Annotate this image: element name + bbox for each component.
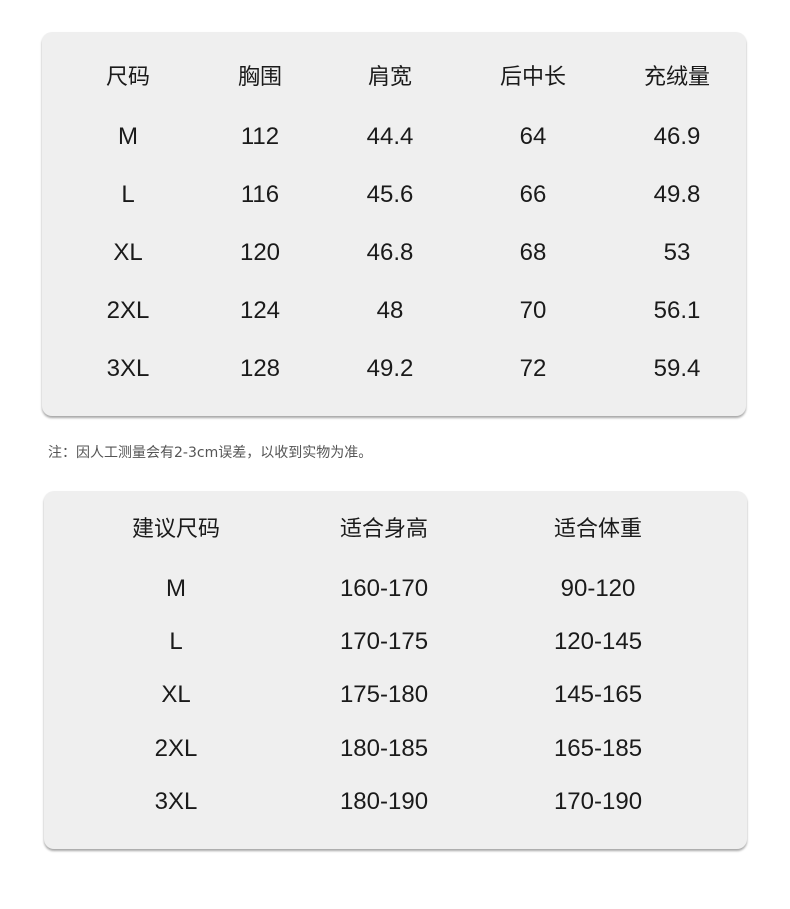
table-cell: 2XL <box>154 735 198 762</box>
column-header: 后中长 <box>499 64 567 89</box>
table-cell: M <box>166 575 186 602</box>
table-cell: 59.4 <box>653 355 701 382</box>
table-cell: 165-185 <box>553 735 643 762</box>
table-cell: 49.2 <box>366 355 414 382</box>
table-cell: 180-185 <box>339 735 429 762</box>
table-cell: 46.9 <box>653 123 701 150</box>
table-cell: 120-145 <box>553 628 643 655</box>
table-cell: 3XL <box>154 788 198 815</box>
table-cell: 46.8 <box>366 239 414 266</box>
table-cell: 170-190 <box>553 788 643 815</box>
table-cell: 56.1 <box>653 297 701 324</box>
table-cell: 68 <box>519 239 547 266</box>
table-cell: 112 <box>240 123 280 150</box>
table-cell: 175-180 <box>339 681 429 708</box>
column-header: 充绒量 <box>643 64 711 89</box>
table-cell: 170-175 <box>339 628 429 655</box>
table-cell: L <box>121 181 135 208</box>
size-table: 尺码 胸围 肩宽 后中长 充绒量 M 112 44.4 64 46.9 L 116 45.6 66 49.8… <box>42 32 746 416</box>
table-cell: 3XL <box>106 355 150 382</box>
table-cell: 180-190 <box>339 788 429 815</box>
table-cell: 49.8 <box>653 181 701 208</box>
column-header: 建议尺码 <box>131 516 221 541</box>
table-cell: 72 <box>519 355 547 382</box>
table-cell: XL <box>113 239 143 266</box>
table-cell: 2XL <box>106 297 150 324</box>
table-cell: XL <box>161 681 191 708</box>
column-header: 肩宽 <box>367 64 413 89</box>
table-cell: 120 <box>239 239 281 266</box>
table-cell: M <box>118 123 138 150</box>
table-cell: 124 <box>239 297 281 324</box>
column-header: 尺码 <box>105 64 151 89</box>
column-header: 适合体重 <box>553 516 643 541</box>
recommend-size-table: 建议尺码 适合身高 适合体重 M 160-170 90-120 L 170-175 120-14… <box>44 491 747 849</box>
table-cell: 116 <box>240 181 280 208</box>
table-cell: 48 <box>376 297 404 324</box>
table-cell: 64 <box>519 123 547 150</box>
table-cell: 70 <box>519 297 547 324</box>
column-header: 胸围 <box>237 64 283 89</box>
table-cell: 53 <box>663 239 691 266</box>
table-cell: 66 <box>519 181 547 208</box>
column-header: 适合身高 <box>339 516 429 541</box>
table-cell: 160-170 <box>339 575 429 602</box>
measurement-note: 注：因人工测量会有2-3cm误差，以收到实物为准。 <box>48 445 373 461</box>
table-cell: 90-120 <box>560 575 636 602</box>
table-cell: L <box>169 628 183 655</box>
table-cell: 145-165 <box>553 681 643 708</box>
table-cell: 128 <box>239 355 281 382</box>
table-cell: 44.4 <box>366 123 414 150</box>
table-cell: 45.6 <box>366 181 414 208</box>
